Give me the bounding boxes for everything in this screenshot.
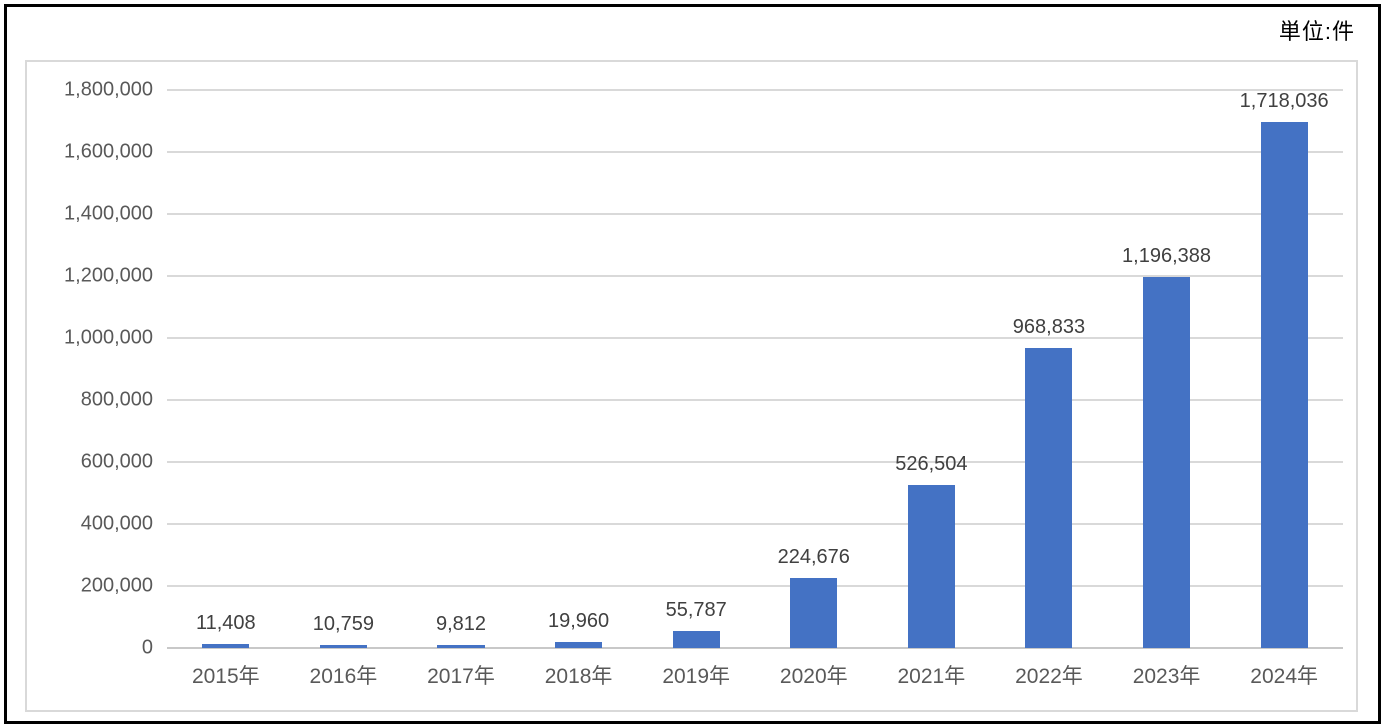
chart-plot-box: 0 200,000 400,000 600,000 800,000 1,000,000 1,… bbox=[25, 60, 1358, 712]
bar-slot-2021年: 526,504 bbox=[873, 90, 991, 648]
horizontal-gridline bbox=[167, 399, 1343, 402]
bar-slot-2019年: 55,787 bbox=[637, 90, 755, 648]
x-axis-tick-label: 2021年 bbox=[897, 665, 966, 688]
bar bbox=[319, 644, 367, 648]
bar-value-label: 19,960 bbox=[547, 609, 610, 632]
bar-slot-2022年: 968,833 bbox=[990, 90, 1108, 648]
x-axis-tick-label: 2018年 bbox=[544, 665, 613, 688]
horizontal-gridline bbox=[167, 461, 1343, 464]
y-axis-tick-label: 600,000 bbox=[80, 450, 153, 473]
bar bbox=[1260, 122, 1308, 648]
bar-slot-2020年: 224,676 bbox=[755, 90, 873, 648]
x-axis-tick-label: 2024年 bbox=[1250, 665, 1318, 688]
bar-value-label: 224,676 bbox=[777, 546, 850, 569]
y-axis-tick-label: 1,600,000 bbox=[64, 140, 153, 163]
bar-slot-2015年: 11,408 bbox=[167, 90, 285, 648]
bar bbox=[202, 644, 250, 648]
x-axis-tick-label: 2017年 bbox=[427, 665, 495, 688]
bar-slot-2023年: 1,196,388 bbox=[1108, 90, 1226, 648]
bar-value-label: 10,759 bbox=[312, 612, 374, 635]
bar-value-label: 1,718,036 bbox=[1239, 90, 1329, 112]
horizontal-gridline bbox=[167, 151, 1343, 154]
bar bbox=[437, 644, 485, 648]
horizontal-gridline bbox=[167, 89, 1343, 91]
plot-row: 0 200,000 400,000 600,000 800,000 1,000,000 1,… bbox=[31, 79, 1343, 700]
plot-area: 11,408 10,759 9,812 19,960 55,787 224,676 526,… bbox=[167, 89, 1343, 649]
x-axis-tick-label: 2016年 bbox=[309, 665, 378, 688]
y-axis-tick-label: 200,000 bbox=[80, 574, 153, 597]
horizontal-gridline bbox=[167, 337, 1343, 339]
x-axis-line bbox=[167, 647, 1343, 649]
bar-value-label: 55,787 bbox=[665, 598, 727, 621]
bar-value-label: 526,504 bbox=[895, 452, 968, 475]
x-axis-tick-label: 2022年 bbox=[1015, 665, 1083, 688]
bar bbox=[790, 578, 838, 648]
y-axis-tick-label: 0 bbox=[141, 636, 153, 659]
bar bbox=[1025, 347, 1073, 648]
y-axis-tick-label: 1,200,000 bbox=[64, 264, 153, 287]
horizontal-gridline bbox=[167, 585, 1343, 588]
horizontal-gridline bbox=[167, 275, 1343, 278]
y-axis-tick-label: 800,000 bbox=[80, 388, 153, 411]
y-axis-tick-label: 1,000,000 bbox=[64, 326, 153, 349]
horizontal-gridline bbox=[167, 523, 1343, 526]
bar-slot-2016年: 10,759 bbox=[285, 90, 403, 648]
bar-value-label: 9,812 bbox=[435, 612, 487, 635]
unit-note: 単位:件 bbox=[1278, 19, 1355, 44]
bar-slot-2024年: 1,718,036 bbox=[1225, 90, 1343, 648]
bar-value-label: 1,196,388 bbox=[1122, 245, 1212, 268]
y-axis-tick-label: 1,400,000 bbox=[64, 202, 153, 225]
y-axis: 0 200,000 400,000 600,000 800,000 1,000,000 1,… bbox=[31, 79, 167, 659]
bar-value-label: 11,408 bbox=[195, 612, 256, 635]
x-axis-tick-label: 2020年 bbox=[779, 665, 848, 688]
x-axis: 2015年 2016年 2017年 2018年 2019年 2020年 2021年 2022年… bbox=[167, 660, 1343, 700]
bar-slot-2017年: 9,812 bbox=[402, 90, 520, 648]
x-axis-tick-label: 2019年 bbox=[662, 665, 731, 688]
bar bbox=[1143, 277, 1191, 648]
x-axis-tick-label: 2015年 bbox=[191, 665, 260, 688]
bar bbox=[555, 641, 603, 648]
bar-value-label: 968,833 bbox=[1012, 315, 1086, 338]
bar-slot-2018年: 19,960 bbox=[520, 90, 638, 648]
bar bbox=[907, 484, 955, 648]
plot-main: 11,408 10,759 9,812 19,960 55,787 224,676 526,… bbox=[167, 89, 1343, 700]
x-axis-tick-label: 2023年 bbox=[1132, 665, 1201, 688]
y-axis-tick-label: 1,800,000 bbox=[64, 78, 153, 101]
bar bbox=[672, 630, 720, 648]
bars-row: 11,408 10,759 9,812 19,960 55,787 224,676 526,… bbox=[167, 90, 1343, 648]
y-axis-tick-label: 400,000 bbox=[80, 512, 153, 535]
horizontal-gridline bbox=[167, 213, 1343, 215]
